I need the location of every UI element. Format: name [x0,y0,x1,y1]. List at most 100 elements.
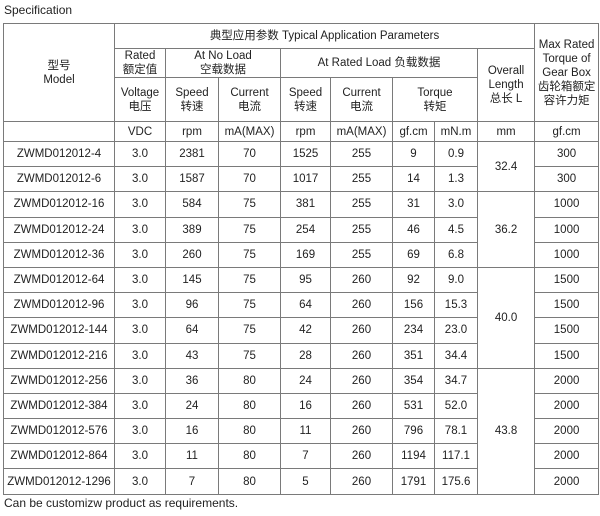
value-cell: 255 [330,216,393,243]
value-cell: 0.9 [434,140,478,168]
length-cell: 32.4 [476,140,536,193]
value-cell: 3.0 [114,317,166,344]
value-cell: 75 [218,317,281,344]
value-cell: 1000 [534,191,600,218]
value-cell: 64 [165,317,219,344]
value-cell: 2381 [165,140,219,168]
value-cell: 24 [280,367,331,394]
value-cell: 2000 [534,367,600,394]
value-cell: 145 [165,266,219,294]
value-cell: 28 [280,342,331,369]
header-model: 型号 Model [3,23,115,122]
length-cell: 43.8 [476,367,536,495]
value-cell: 2000 [534,392,600,420]
unit-cell: mN.m [434,121,478,142]
value-cell: 260 [330,468,393,495]
value-cell: 354 [392,367,435,394]
value-cell: 1500 [534,266,600,294]
value-cell: 260 [330,418,393,445]
value-cell: 351 [392,342,435,369]
value-cell: 169 [280,241,331,268]
unit-cell: mA(MAX) [330,121,393,142]
header-speed: Speed 转速 [165,77,219,122]
value-cell: 1194 [392,443,435,470]
value-cell: 300 [534,140,600,168]
model-cell: ZWMD012012-36 [3,241,115,268]
value-cell: 3.0 [114,443,166,470]
value-cell: 75 [218,191,281,218]
footnote: Can be customizw product as requirements… [4,496,239,510]
spec-table: 型号 Model 典型应用参数 Typical Application Para… [3,23,600,495]
model-cell: ZWMD012012-1296 [3,468,115,495]
length-cell: 40.0 [476,266,536,369]
value-cell: 260 [330,342,393,369]
value-cell: 75 [218,342,281,369]
value-cell: 389 [165,216,219,243]
value-cell: 1000 [534,216,600,243]
value-cell: 260 [330,317,393,344]
value-cell: 175.6 [434,468,478,495]
value-cell: 31 [392,191,435,218]
unit-cell: mA(MAX) [218,121,281,142]
table-row: ZWMD012012-4 3.0 2381 70 1525 255 9 0.9 32.4 300 [3,140,600,193]
model-cell: ZWMD012012-64 [3,266,115,294]
value-cell: 3.0 [114,392,166,420]
value-cell: 2000 [534,443,600,470]
value-cell: 3.0 [114,166,166,193]
value-cell: 69 [392,241,435,268]
value-cell: 34.4 [434,342,478,369]
value-cell: 64 [280,292,331,319]
value-cell: 1.3 [434,166,478,193]
value-cell: 1000 [534,241,600,268]
value-cell: 80 [218,443,281,470]
header-rated: Rated 额定值 [114,48,166,78]
value-cell: 3.0 [114,191,166,218]
value-cell: 43 [165,342,219,369]
table-row: ZWMD012012-24 3.0 389 75 254 255 46 4.5 1000 [3,216,600,243]
value-cell: 3.0 [434,191,478,218]
unit-cell: rpm [280,121,331,142]
value-cell: 70 [218,140,281,168]
table-row: ZWMD012012-6 3.0 1587 70 1017 255 14 1.3 300 [3,166,600,193]
value-cell: 80 [218,468,281,495]
value-cell: 2000 [534,468,600,495]
header-current: Current 电流 [218,77,281,122]
unit-cell: gf.cm [392,121,435,142]
value-cell: 260 [330,292,393,319]
header-length: Overall Length 总长 L [476,48,536,122]
value-cell: 255 [330,140,393,168]
unit-cell: mm [476,121,536,142]
table-row: ZWMD012012-1296 3.0 7 80 5 260 1791 175.6 2000 [3,468,600,495]
value-cell: 75 [218,241,281,268]
value-cell: 300 [534,166,600,193]
header-params: 典型应用参数 Typical Application Parameters [113,23,536,49]
value-cell: 80 [218,418,281,445]
value-cell: 9 [392,140,435,168]
value-cell: 1587 [165,166,219,193]
header-torque: Torque 转矩 [392,77,478,122]
unit-cell: gf.cm [534,121,600,142]
value-cell: 1525 [280,140,331,168]
table-row: ZWMD012012-36 3.0 260 75 169 255 69 6.8 1000 [3,241,600,268]
value-cell: 1017 [280,166,331,193]
model-cell: ZWMD012012-384 [3,392,115,420]
value-cell: 7 [165,468,219,495]
header-speed: Speed 转速 [280,77,331,122]
table-row: ZWMD012012-864 3.0 11 80 7 260 1194 117.1 2000 [3,443,600,470]
value-cell: 3.0 [114,367,166,394]
table-row: ZWMD012012-96 3.0 96 75 64 260 156 15.3 1500 [3,292,600,319]
unit-blank [3,121,115,142]
value-cell: 3.0 [114,241,166,268]
value-cell: 42 [280,317,331,344]
header-no-load: At No Load 空载数据 [165,48,281,78]
value-cell: 34.7 [434,367,478,394]
value-cell: 156 [392,292,435,319]
unit-cell: rpm [165,121,219,142]
value-cell: 11 [280,418,331,445]
value-cell: 260 [330,266,393,294]
table-row: ZWMD012012-64 3.0 145 75 95 260 92 9.0 40.0 1500 [3,266,600,369]
value-cell: 15.3 [434,292,478,319]
value-cell: 14 [392,166,435,193]
value-cell: 11 [165,443,219,470]
model-cell: ZWMD012012-96 [3,292,115,319]
